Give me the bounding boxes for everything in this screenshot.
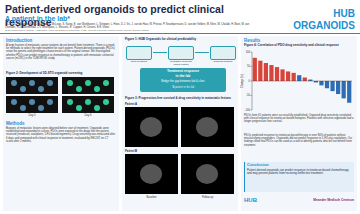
y-tick-label: 50 <box>247 64 250 68</box>
node-label: Drug treatment <box>126 61 152 64</box>
bar <box>253 58 257 81</box>
micrograph <box>6 77 58 94</box>
micrograph <box>62 96 114 113</box>
paragraph: Biopsies of metastatic lesions were obta… <box>6 127 116 143</box>
paragraph: A large fraction of metastatic cancer pa… <box>6 44 116 60</box>
header-rule <box>0 33 360 34</box>
bar <box>325 81 329 88</box>
logo: HUB <box>244 197 284 204</box>
y-label: Change (%) <box>240 74 244 88</box>
bar <box>336 81 340 94</box>
bar <box>347 81 351 103</box>
bar <box>269 65 273 81</box>
subtitle: A patient in the lab* <box>5 15 205 23</box>
bar <box>258 61 262 81</box>
node <box>126 46 152 60</box>
caption: Figure 3: Progression-free survival & dr… <box>125 97 235 101</box>
paragraph: PDOs predicted response to irinotecan-ba… <box>244 134 354 147</box>
panel-label: Day 6 <box>62 114 114 117</box>
ct-body <box>196 164 218 184</box>
bar <box>280 69 284 81</box>
panel-label: Patient A <box>125 103 235 106</box>
bar <box>264 63 268 81</box>
ct-body <box>140 164 162 184</box>
node-label: Organoid biobank <box>210 61 236 64</box>
bar <box>319 81 323 85</box>
affiliations: Netherlands Cancer Institute, Amsterdam;… <box>5 29 260 32</box>
micrograph <box>62 77 114 94</box>
panel-label: Follow-up <box>181 196 234 199</box>
y-tick-label: 0 <box>249 79 251 83</box>
organoid-icon <box>85 80 91 86</box>
micrograph <box>6 96 58 113</box>
panel-label: Baseline <box>125 196 178 199</box>
center-text: Bridge the gap between lab & clinic <box>140 80 226 83</box>
organoid-icon <box>76 105 82 111</box>
bars <box>253 58 352 103</box>
y-tick <box>251 81 253 82</box>
logo: HUB ORGANOIDS <box>270 8 355 32</box>
caption: Figure 1: HUB Organoids for clinical pre… <box>125 38 235 42</box>
bar <box>308 80 312 81</box>
node-label: Metastatic colorectal cancer patient <box>168 61 194 67</box>
organoid-icon <box>11 99 17 105</box>
heading: Conclusion <box>247 163 352 168</box>
organoid-icon <box>29 99 35 105</box>
center-text: in the lab <box>140 74 226 78</box>
logo: Meander Medisch Centrum <box>290 199 354 203</box>
y-tick <box>251 95 253 96</box>
y-tick-label: -100 <box>245 108 251 112</box>
heading: Results <box>244 38 354 43</box>
bar <box>314 81 318 82</box>
center-text: *A patient in the lab <box>140 86 226 89</box>
y-tick <box>251 52 253 53</box>
bar <box>342 81 346 98</box>
arrow <box>153 52 167 53</box>
caption: Figure 4: Correlation of PDO drug sensit… <box>244 44 354 48</box>
organoid-icon <box>29 80 35 86</box>
heading: Methods <box>6 121 116 126</box>
organoid-icon <box>67 99 73 105</box>
organoid-icon <box>85 99 91 105</box>
panel-label: Patient B <box>125 150 235 153</box>
paragraph: Patient-derived organoids can predict re… <box>247 169 352 176</box>
paragraph: PDOs from 61 patients were successfully … <box>244 114 354 124</box>
ct-body <box>140 117 162 137</box>
bar <box>297 75 301 81</box>
arrow <box>195 52 209 53</box>
bar <box>275 67 279 81</box>
bar <box>292 73 296 81</box>
caption: Figure 2: Development of 3D-STO organoid… <box>6 72 116 76</box>
organoid-icon <box>103 99 109 105</box>
organoid-icon <box>20 86 26 92</box>
y-tick-label: -50 <box>246 93 250 97</box>
authors: L.C. Ooft, F. Weeber, K.K. Dijkstra, C.M… <box>5 23 260 29</box>
organoid-icon <box>38 86 44 92</box>
ct-body <box>196 117 218 137</box>
y-tick <box>251 66 253 67</box>
organoid-icon <box>67 80 73 86</box>
y-tick <box>251 110 253 111</box>
organoid-icon <box>47 99 53 105</box>
center-text: Treatment response <box>140 69 226 73</box>
node <box>168 46 194 60</box>
organoid-icon <box>94 86 100 92</box>
organoid-icon <box>76 86 82 92</box>
y-tick-label: 100 <box>246 50 251 54</box>
bar <box>303 78 307 81</box>
organoid-icon <box>103 80 109 86</box>
organoid-icon <box>11 80 17 86</box>
heading: Introduction <box>6 38 116 43</box>
panel-label: Day 0 <box>6 114 58 117</box>
organoid-icon <box>20 105 26 111</box>
organoid-icon <box>38 105 44 111</box>
organoid-icon <box>47 80 53 86</box>
organoid-icon <box>94 105 100 111</box>
node <box>210 46 236 60</box>
bar <box>286 71 290 81</box>
bar <box>330 81 334 91</box>
zero-line <box>252 81 352 82</box>
